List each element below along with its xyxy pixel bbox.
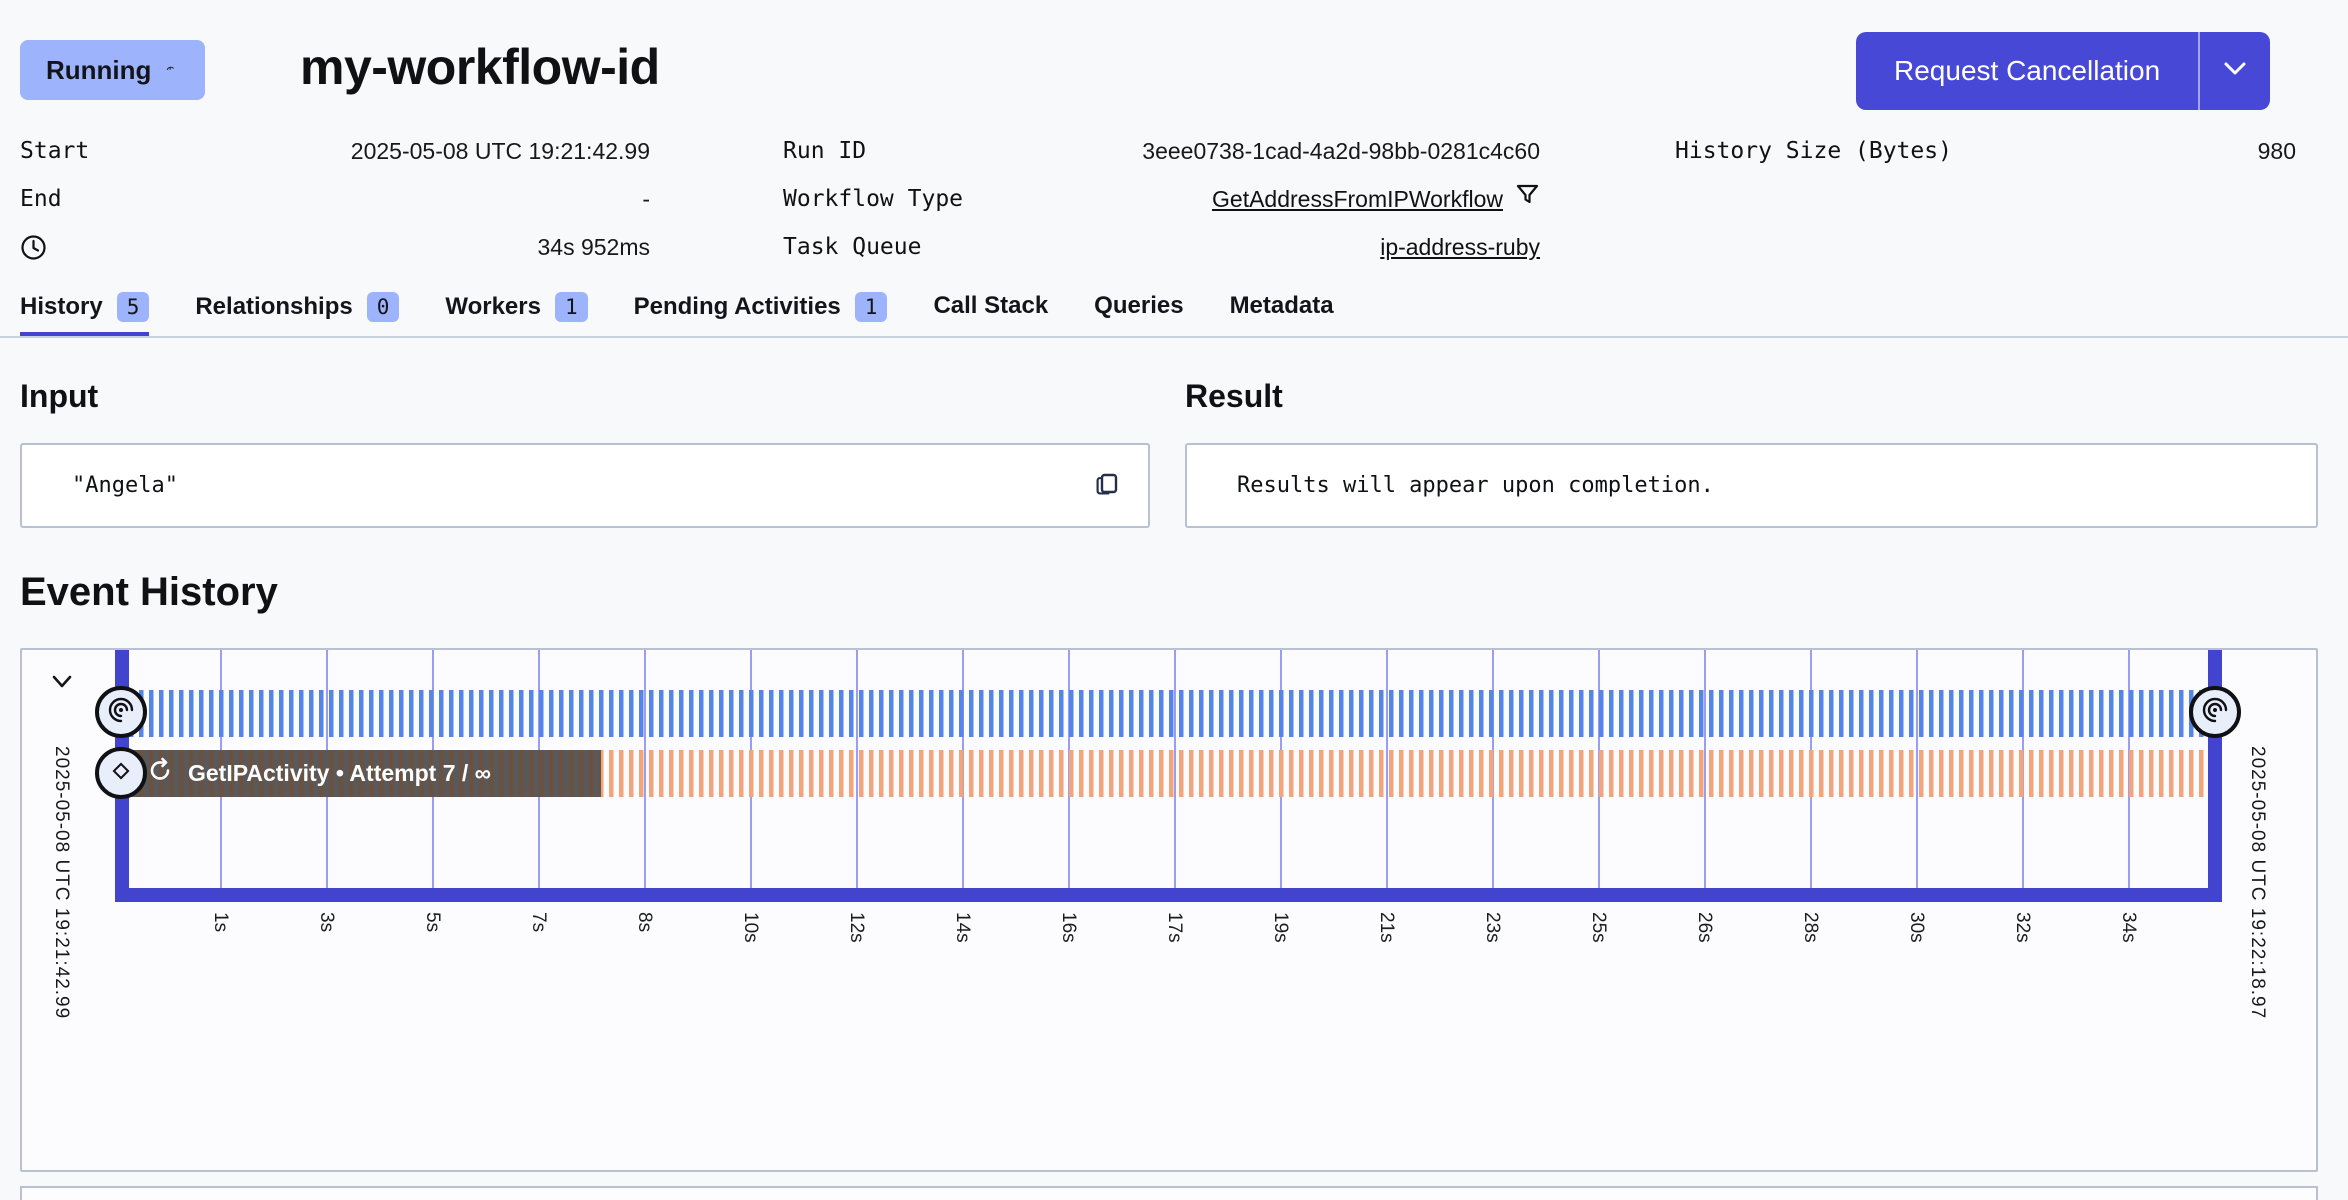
axis-tick-label: 1s	[210, 912, 231, 933]
diamond-icon	[109, 759, 133, 788]
input-box: "Angela"	[20, 443, 1150, 528]
tab-history[interactable]: History 5	[20, 292, 150, 336]
run-id-label: Run ID	[783, 138, 867, 164]
tab-metadata[interactable]: Metadata	[1230, 292, 1334, 330]
request-cancellation-split-button[interactable]: Request Cancellation	[1856, 32, 2271, 110]
timeline-end-timestamp: 2025-05-08 UTC 19:22:18.97	[2247, 746, 2268, 1020]
activity-label-bar[interactable]: GetIPActivity • Attempt 7 / ∞	[129, 750, 601, 797]
tab-bar: History 5 Relationships 0 Workers 1 Pend…	[20, 292, 1334, 336]
task-queue-row: ip-address-ruby	[1020, 230, 1540, 264]
tab-pending-activities[interactable]: Pending Activities 1	[634, 292, 888, 332]
axis-tick-label: 21s	[1376, 912, 1397, 943]
copy-icon[interactable]	[1092, 471, 1122, 506]
request-cancellation-label: Request Cancellation	[1894, 55, 2161, 86]
axis-tick-label: 25s	[1588, 912, 1609, 943]
start-label: Start	[20, 138, 90, 164]
status-badge: Running	[20, 40, 206, 100]
axis-tick-label: 7s	[528, 912, 549, 933]
timeline-baseline	[115, 888, 2222, 902]
cancel-menu-toggle[interactable]	[2198, 32, 2271, 110]
tab-metadata-label: Metadata	[1229, 292, 1334, 319]
workflow-execution-span[interactable]	[129, 690, 2208, 737]
next-section-container	[20, 1186, 2318, 1200]
tab-queries-label: Queries	[1094, 292, 1184, 319]
axis-tick-label: 16s	[1058, 912, 1079, 943]
tab-pending-activities-label: Pending Activities	[633, 293, 841, 320]
axis-tick-label: 26s	[1694, 912, 1715, 943]
axis-tick-label: 34s	[2118, 912, 2139, 943]
history-size-value: 980	[2257, 138, 2296, 164]
axis-tick-label: 12s	[846, 912, 867, 943]
tab-workers-label: Workers	[445, 293, 541, 320]
timeline-collapse-chevron-icon[interactable]	[46, 668, 78, 701]
axis-tick-label: 32s	[2012, 912, 2033, 943]
tab-history-label: History	[20, 293, 103, 320]
tab-relationships-count: 0	[366, 292, 400, 322]
tab-workers[interactable]: Workers 1	[445, 292, 588, 332]
activity-event-node[interactable]	[95, 747, 147, 799]
tab-call-stack[interactable]: Call Stack	[933, 292, 1048, 330]
axis-tick-label: 17s	[1164, 912, 1185, 943]
filter-funnel-icon[interactable]	[1515, 182, 1540, 216]
end-value: -	[642, 186, 650, 212]
timeline-start-timestamp: 2025-05-08 UTC 19:21:42.99	[51, 746, 72, 1020]
history-size-label: History Size (Bytes)	[1675, 138, 1952, 164]
tab-relationships-label: Relationships	[195, 293, 353, 320]
end-label: End	[20, 186, 62, 212]
event-history-heading: Event History	[20, 570, 278, 614]
duration-value: 34s 952ms	[537, 234, 650, 260]
duration-clock-icon	[20, 234, 47, 266]
activity-label: GetIPActivity • Attempt 7 / ∞	[188, 760, 492, 786]
workflow-latest-event-node[interactable]	[2189, 686, 2241, 738]
workflow-type-label: Workflow Type	[783, 186, 964, 212]
request-cancellation-button[interactable]: Request Cancellation	[1856, 32, 2199, 110]
axis-tick-label: 3s	[316, 912, 337, 933]
workflow-spiral-icon	[106, 695, 136, 730]
tab-pending-activities-count: 1	[854, 292, 888, 322]
axis-tick-label: 28s	[1800, 912, 1821, 943]
event-history-timeline: GetIPActivity • Attempt 7 / ∞ 2025-05-08…	[20, 648, 2318, 1172]
tab-call-stack-label: Call Stack	[933, 292, 1049, 319]
start-value: 2025-05-08 UTC 19:21:42.99	[350, 138, 650, 164]
run-id-value: 3eee0738-1cad-4a2d-98bb-0281c4c60	[1142, 138, 1540, 164]
workflow-type-link[interactable]: GetAddressFromIPWorkflow	[1212, 186, 1503, 212]
tab-workers-count: 1	[554, 292, 588, 322]
workflow-type-row: GetAddressFromIPWorkflow	[1020, 182, 1540, 216]
task-queue-link[interactable]: ip-address-ruby	[1380, 234, 1540, 260]
tabs-divider	[0, 336, 2348, 338]
axis-tick-label: 8s	[634, 912, 655, 933]
workflow-start-event-node[interactable]	[95, 686, 147, 738]
input-value: "Angela"	[72, 473, 178, 498]
axis-tick-label: 5s	[422, 912, 443, 933]
chevron-down-icon	[2220, 60, 2250, 83]
result-heading: Result	[1185, 378, 1283, 414]
page-title: my-workflow-id	[300, 39, 660, 95]
status-label: Running	[46, 54, 152, 85]
axis-tick-label: 23s	[1482, 912, 1503, 943]
axis-tick-label: 10s	[740, 912, 761, 943]
result-value: Results will appear upon completion.	[1237, 473, 1714, 498]
tab-relationships[interactable]: Relationships 0	[195, 292, 400, 332]
running-spinner-icon	[161, 55, 179, 86]
tab-queries[interactable]: Queries	[1094, 292, 1183, 330]
task-queue-label: Task Queue	[783, 234, 922, 260]
axis-tick-label: 19s	[1270, 912, 1291, 943]
workflow-spiral-icon	[2200, 695, 2230, 730]
tab-history-count: 5	[116, 292, 150, 322]
retry-icon	[147, 757, 174, 790]
axis-tick-label: 14s	[952, 912, 973, 943]
result-box: Results will appear upon completion.	[1185, 443, 2318, 528]
input-heading: Input	[20, 378, 99, 414]
axis-tick-label: 30s	[1906, 912, 1927, 943]
